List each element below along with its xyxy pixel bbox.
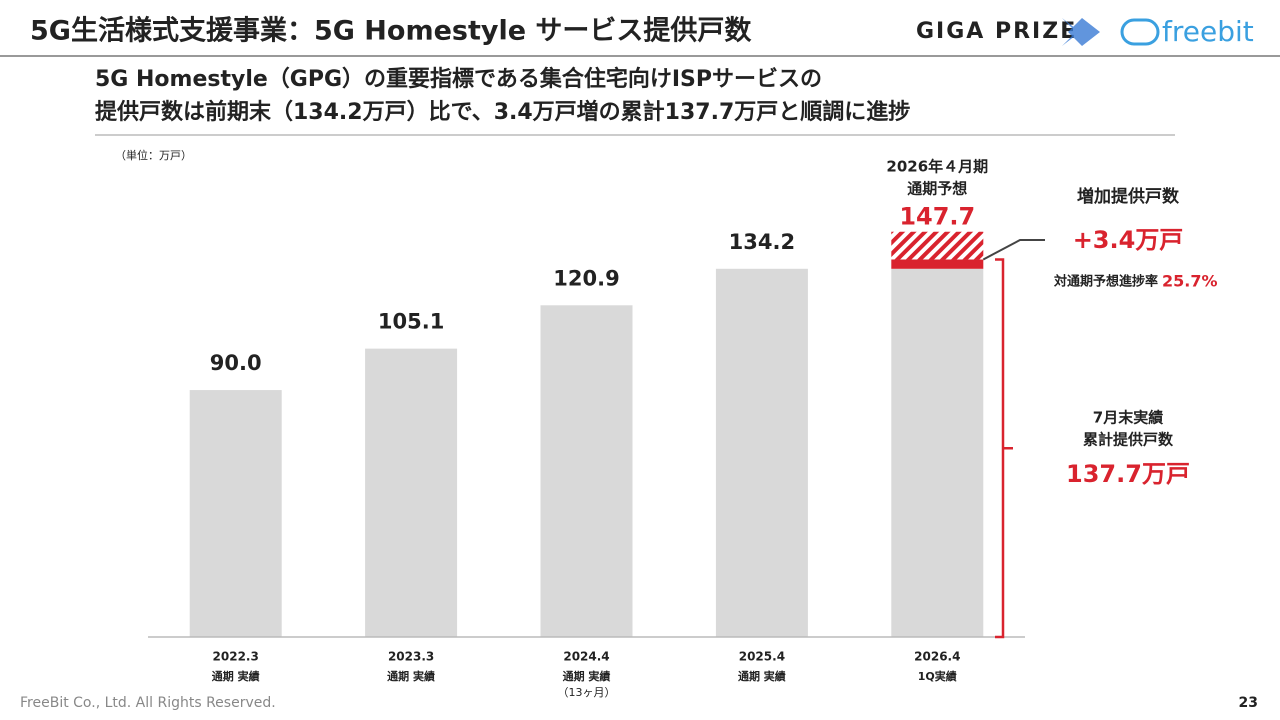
forecast-title: 通期予想 [907,180,967,198]
increase-label: +3.4万戸 [1073,226,1184,254]
data-label: 134.2 [729,230,795,254]
x-tick-label: 2024.4 [563,650,609,664]
logo-freebit: freebit [1162,15,1254,48]
x-tick-label: 2025.4 [739,650,785,664]
progress-value: 25.7% [1162,272,1218,291]
bar [891,268,984,637]
bar [540,305,633,637]
data-label: 90.0 [210,351,262,375]
increase-segment [891,259,984,269]
x-sublabel: 通期 実績 [387,669,435,683]
data-label: 120.9 [553,266,619,290]
x-tick-label: 2022.3 [213,650,259,664]
bracket [995,258,1013,639]
logo-freebit-icon [1062,18,1160,46]
x-sublabel: 通期 実績 [563,669,611,683]
bar [189,390,282,637]
subtitle-line: 5G Homestyle（GPG）の重要指標である集合住宅向けISPサービスの [95,66,822,92]
cumulative-title: 7月末実績 [1093,409,1163,427]
x-sublabel: 通期 実績 [738,669,786,683]
x-sublabel: 1Q実績 [918,669,957,683]
progress-label: 対通期予想進捗率 [1053,274,1158,290]
copyright: FreeBit Co., Ltd. All Rights Reserved. [20,695,276,711]
x-tick-label: 2023.3 [388,650,434,664]
cumulative-label: 137.7万戸 [1066,460,1190,488]
subtitle-line: 提供戸数は前期末（134.2万戸）比で、3.4万戸増の累計137.7万戸と順調に… [95,99,910,125]
unit-label: （単位：万戸） [115,148,192,162]
bar [365,348,458,637]
cumulative-title: 累計提供戸数 [1083,431,1174,449]
forecast-segment [891,231,984,260]
x-tick-label: 2026.4 [914,650,960,664]
slide-title: 5G生活様式支援事業：5G Homestyle サービス提供戸数 [30,16,752,47]
page-number: 23 [1239,695,1258,711]
x-note: （13ヶ月） [558,686,616,699]
data-label: 105.1 [378,310,444,334]
connector [982,239,1045,261]
forecast-title: 2026年４月期 [886,158,988,176]
bar [715,268,808,637]
forecast-label: 147.7 [899,203,975,231]
logo-gigaprize: GIGA PRIZE [916,19,1077,44]
x-sublabel: 通期 実績 [212,669,260,683]
increase-title: 増加提供戸数 [1077,186,1180,207]
